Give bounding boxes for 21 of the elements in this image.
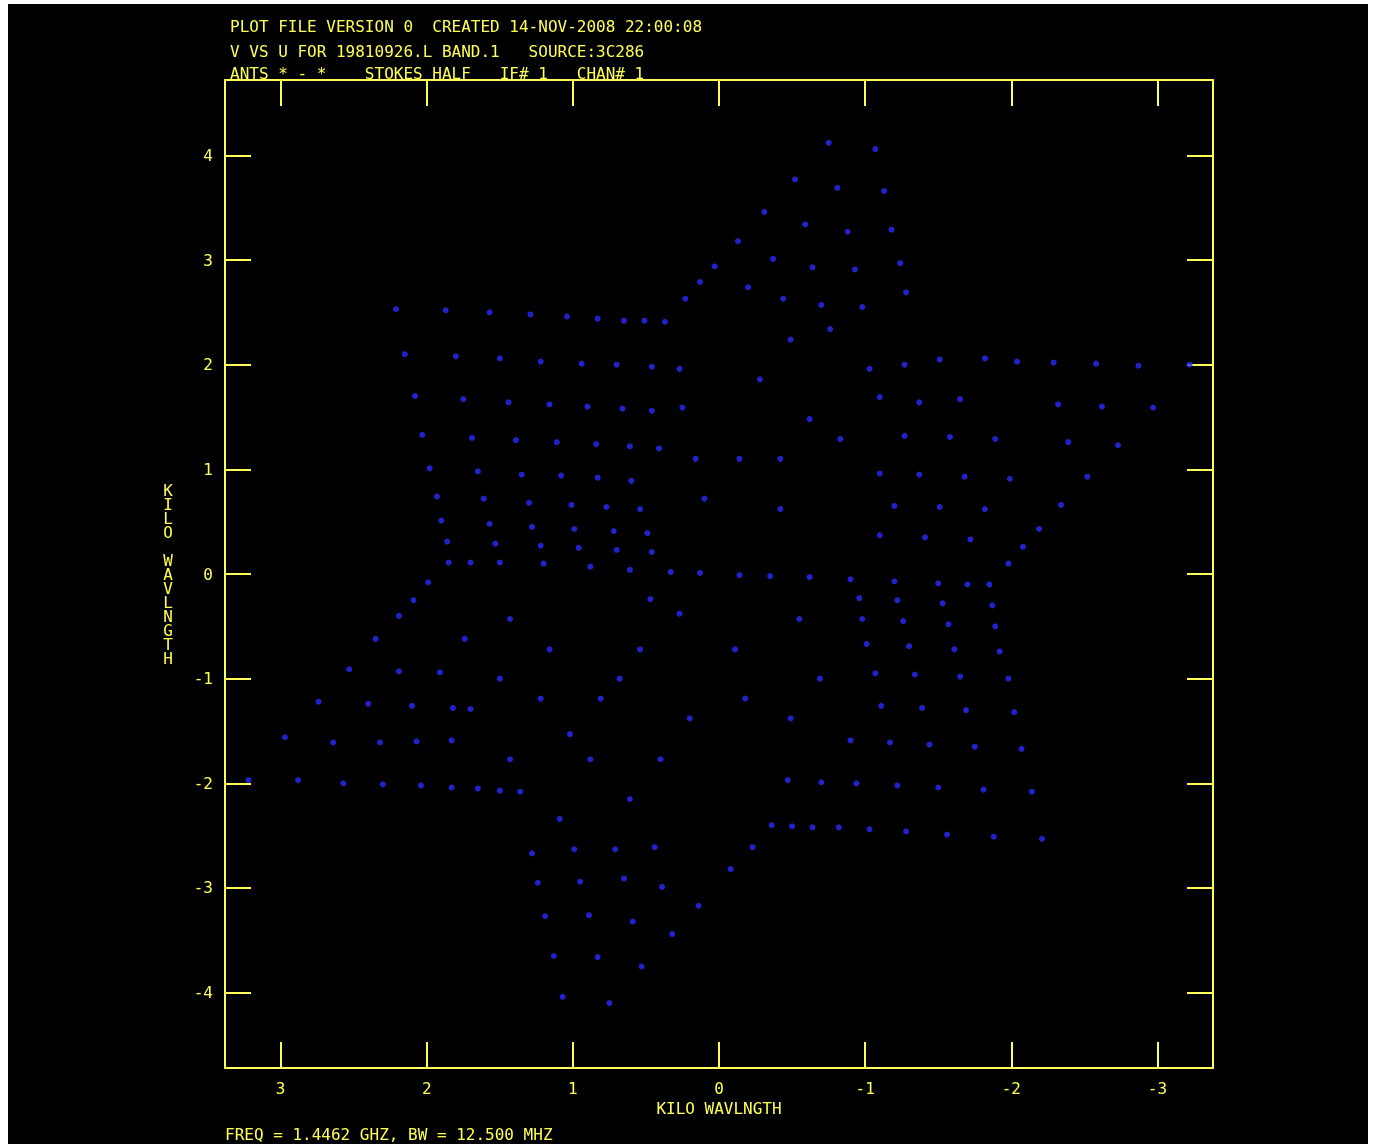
y-tick-label: 2 [203, 355, 213, 375]
x-tick-label: -3 [1147, 1078, 1168, 1098]
x-axis-title: KILO WAVLNGTH [656, 1099, 782, 1119]
y-tick-label: 4 [203, 145, 213, 165]
chart-title: PLOT FILE VERSION 0 CREATED 14-NOV-2008 22:00:08 [230, 16, 703, 36]
y-tick-label: -4 [193, 983, 213, 1003]
x-tick-label: 0 [714, 1078, 724, 1098]
chart-subtitle: V VS U FOR 19810926.L BAND.1 SOURCE:3C286 ANTS * - * STOKES HALF IF# 1 CHAN# 1 [230, 41, 645, 83]
x-tick-label: -1 [855, 1078, 875, 1098]
y-tick-label: 0 [203, 564, 213, 584]
y-tick-label: -2 [193, 773, 213, 793]
y-tick-label: -1 [193, 669, 213, 689]
text: FREQ = 1.4462 GHZ, BW = 12.500 MHZ [225, 1124, 553, 1144]
x-tick-label: 1 [568, 1078, 578, 1098]
y-tick-label: 3 [203, 250, 213, 270]
x-tick-label: 2 [421, 1078, 432, 1098]
text: KILO WAVLNGTH [163, 480, 173, 668]
x-tick-label: 3 [275, 1078, 286, 1098]
x-tick-label: -2 [1001, 1078, 1021, 1098]
y-tick-label: -3 [193, 878, 213, 898]
y-tick-label: 1 [203, 459, 213, 479]
